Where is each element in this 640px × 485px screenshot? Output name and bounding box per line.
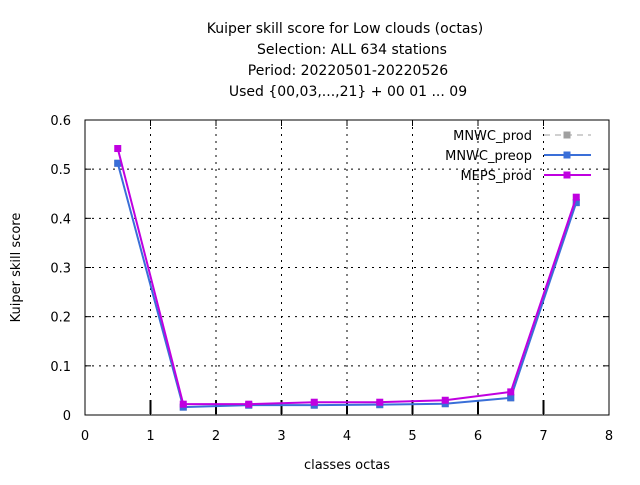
xtick-label-7: 7 — [539, 429, 547, 444]
plot-frame — [84, 119, 610, 416]
xtick-label-4: 4 — [343, 429, 351, 444]
legend-label-MEPS_prod: MEPS_prod — [460, 169, 532, 184]
series-group — [114, 145, 580, 411]
series-line-MNWC_preop — [116, 163, 578, 409]
legend: MNWC_prod MNWC_preop MEPS_prod — [445, 129, 591, 184]
xtick-label-3: 3 — [277, 429, 285, 444]
xtick-label-8: 8 — [605, 429, 613, 444]
x-tick-labels: 0 1 2 3 4 5 6 7 8 — [81, 429, 613, 444]
grid-lines — [85, 120, 609, 415]
xtick-label-5: 5 — [408, 429, 416, 444]
xtick-label-1: 1 — [146, 429, 154, 444]
ytick-label-2: 0.2 — [50, 311, 71, 326]
point-MEPS_prod-6 — [507, 388, 515, 396]
xtick-label-6: 6 — [474, 429, 482, 444]
legend-label-MNWC_prod: MNWC_prod — [453, 129, 532, 144]
point-MNWC_preop-0 — [114, 159, 122, 167]
legend-marker-MNWC_prod — [563, 131, 571, 139]
ytick-label-5: 0.5 — [50, 163, 71, 178]
ytick-label-0: 0 — [63, 409, 71, 424]
point-MEPS_prod-5 — [441, 396, 449, 404]
point-MEPS_prod-2 — [245, 400, 253, 408]
point-MNWC_preop-6 — [507, 394, 515, 402]
ytick-label-6: 0.6 — [50, 114, 71, 129]
legend-marker-MNWC_preop — [563, 151, 571, 159]
point-MEPS_prod-3 — [310, 398, 318, 406]
xtick-label-2: 2 — [212, 429, 220, 444]
series-line-MEPS_prod — [116, 148, 578, 406]
point-MEPS_prod-7 — [572, 193, 580, 201]
ytick-label-4: 0.4 — [50, 212, 71, 227]
point-MEPS_prod-4 — [376, 398, 384, 406]
title-line-4: Used {00,03,...,21} + 00 01 ... 09 — [229, 84, 467, 100]
title-line-2: Selection: ALL 634 stations — [257, 42, 447, 58]
series-line-MNWC_prod — [117, 163, 577, 408]
ytick-label-3: 0.3 — [50, 262, 71, 277]
xtick-label-0: 0 — [81, 429, 89, 444]
title-line-1: Kuiper skill score for Low clouds (octas… — [207, 21, 483, 37]
legend-marker-MEPS_prod — [563, 171, 571, 179]
series-MEPS_prod — [114, 145, 580, 408]
x-axis-label: classes octas — [304, 458, 390, 473]
chart-title: Kuiper skill score for Low clouds (octas… — [207, 21, 483, 100]
y-axis-label: Kuiper skill score — [9, 213, 24, 323]
point-MEPS_prod-1 — [179, 400, 187, 408]
point-MEPS_prod-0 — [114, 145, 122, 153]
ytick-label-1: 0.1 — [50, 360, 71, 375]
legend-label-MNWC_preop: MNWC_preop — [445, 149, 532, 164]
title-line-3: Period: 20220501-20220526 — [248, 63, 448, 79]
y-tick-labels: 0 0.1 0.2 0.3 0.4 0.5 0.6 — [50, 114, 71, 424]
